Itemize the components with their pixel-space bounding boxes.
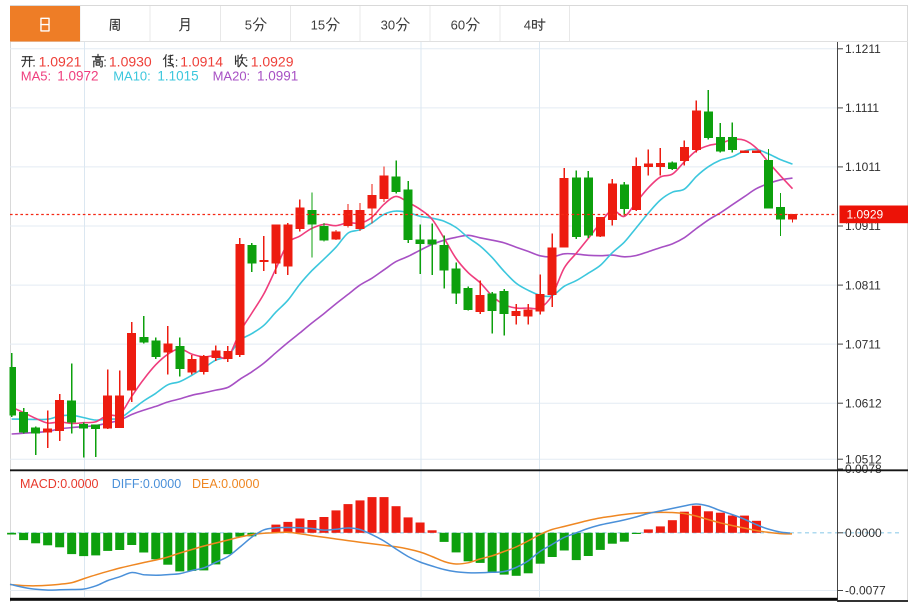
svg-text:1.0930: 1.0930 [109,53,152,69]
svg-text:1.0612: 1.0612 [845,396,882,410]
svg-text:1.0512: 1.0512 [845,452,882,466]
svg-text:30: 30 [381,18,395,33]
svg-text:60: 60 [451,18,465,33]
svg-text:4: 4 [524,18,531,33]
svg-text:-0.0077: -0.0077 [845,584,886,598]
svg-text:1.0991: 1.0991 [257,68,298,83]
svg-text:1.0929: 1.0929 [847,208,884,222]
svg-text::: : [175,54,179,69]
svg-text:DIFF:0.0000: DIFF:0.0000 [112,477,182,491]
svg-text:1.1011: 1.1011 [845,160,881,174]
svg-text:1.0914: 1.0914 [180,53,223,69]
svg-text:1.1015: 1.1015 [157,68,198,83]
svg-text:1.0929: 1.0929 [251,53,294,69]
svg-text:1.0811: 1.0811 [845,278,881,292]
svg-text:MA10:: MA10: [113,68,151,83]
svg-text:1.0711: 1.0711 [845,337,881,351]
svg-text:0.0078: 0.0078 [845,462,882,476]
svg-text:MA20:: MA20: [213,68,251,83]
svg-text:5: 5 [245,18,252,33]
svg-text:1.0921: 1.0921 [39,53,82,69]
svg-text:MACD:0.0000: MACD:0.0000 [20,477,99,491]
svg-text:15: 15 [311,18,325,33]
svg-text::: : [32,54,36,69]
svg-text:0.0000: 0.0000 [845,526,882,540]
svg-text:1.0972: 1.0972 [57,68,98,83]
svg-text:DEA:0.0000: DEA:0.0000 [192,477,259,491]
svg-text::: : [245,54,249,69]
svg-text:1.1111: 1.1111 [845,101,879,115]
svg-text:1.1211: 1.1211 [845,42,881,56]
svg-text::: : [103,54,107,69]
svg-text:MA5:: MA5: [21,68,51,83]
